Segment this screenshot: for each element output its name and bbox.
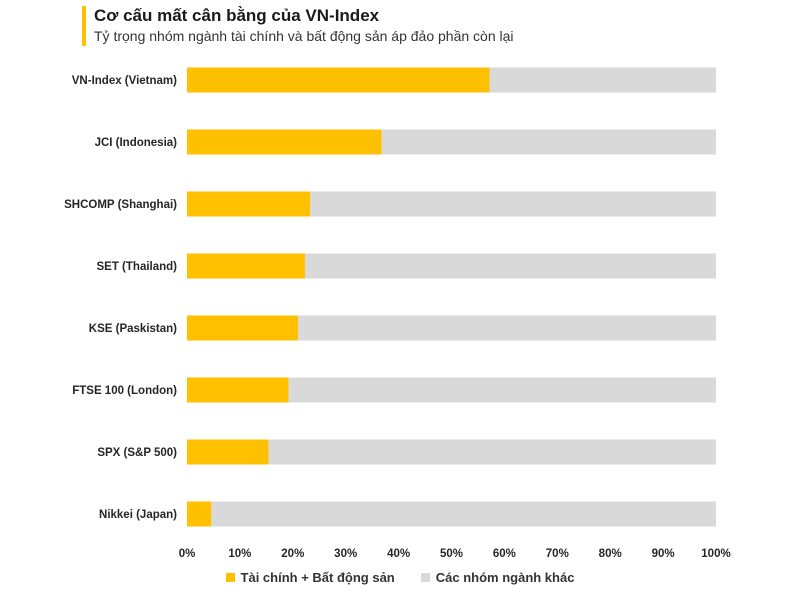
category-label-ftse-100-london: FTSE 100 (London) (72, 385, 177, 397)
bar-finance-realestate-spx-s-p-500 (187, 439, 269, 465)
category-label-vn-index-vietnam: VN-Index (Vietnam) (72, 75, 177, 87)
legend-swatch-other-sectors (420, 573, 430, 582)
bar-other-sectors-ftse-100-london (288, 377, 716, 403)
bar-other-sectors-spx-s-p-500 (268, 439, 716, 465)
x-tick-label-4: 40% (387, 548, 410, 560)
category-label-set-thailand: SET (Thailand) (97, 261, 178, 273)
bar-other-sectors-kse-paskistan (298, 315, 716, 341)
x-tick-label-2: 20% (281, 548, 304, 560)
category-label-shcomp-shanghai: SHCOMP (Shanghai) (64, 199, 177, 211)
category-label-nikkei-japan: Nikkei (Japan) (99, 509, 177, 521)
title-accent-bar (82, 6, 86, 46)
bar-other-sectors-shcomp-shanghai (310, 191, 716, 217)
bar-finance-realestate-shcomp-shanghai (187, 191, 311, 217)
bar-finance-realestate-jci-indonesia (187, 129, 382, 155)
legend-item-other-sectors: Các nhóm ngành khác (420, 570, 575, 585)
bar-finance-realestate-vn-index-vietnam (187, 67, 490, 93)
x-tick-label-10: 100% (701, 548, 730, 560)
bar-finance-realestate-kse-paskistan (187, 315, 299, 341)
chart-title: Cơ cấu mất cân bằng của VN-Index (94, 6, 380, 25)
x-tick-label-9: 90% (652, 548, 675, 560)
bar-finance-realestate-nikkei-japan (187, 501, 212, 527)
legend-label-other-sectors: Các nhóm ngành khác (435, 570, 575, 585)
legend-item-finance-realestate: Tài chính + Bất động sản (225, 570, 395, 585)
legend-swatch-finance-realestate (225, 573, 235, 582)
bar-other-sectors-set-thailand (304, 253, 716, 279)
bar-other-sectors-jci-indonesia (381, 129, 716, 155)
bar-other-sectors-nikkei-japan (211, 501, 717, 527)
category-label-spx-s-p-500: SPX (S&P 500) (97, 447, 177, 459)
x-tick-label-3: 30% (334, 548, 357, 560)
x-tick-label-5: 50% (440, 548, 463, 560)
x-tick-label-6: 60% (493, 548, 516, 560)
x-tick-label-8: 80% (599, 548, 622, 560)
x-tick-label-0: 0% (179, 548, 196, 560)
category-label-jci-indonesia: JCI (Indonesia) (95, 137, 178, 149)
category-label-kse-paskistan: KSE (Paskistan) (89, 323, 177, 335)
x-tick-label-7: 70% (546, 548, 569, 560)
bar-finance-realestate-set-thailand (187, 253, 305, 279)
legend-label-finance-realestate: Tài chính + Bất động sản (240, 570, 395, 585)
legend: Tài chính + Bất động sản Các nhóm ngành … (0, 570, 800, 585)
bar-finance-realestate-ftse-100-london (187, 377, 289, 403)
chart-subtitle: Tỷ trọng nhóm ngành tài chính và bất độn… (94, 28, 514, 44)
bar-other-sectors-vn-index-vietnam (489, 67, 716, 93)
x-tick-label-1: 10% (228, 548, 251, 560)
